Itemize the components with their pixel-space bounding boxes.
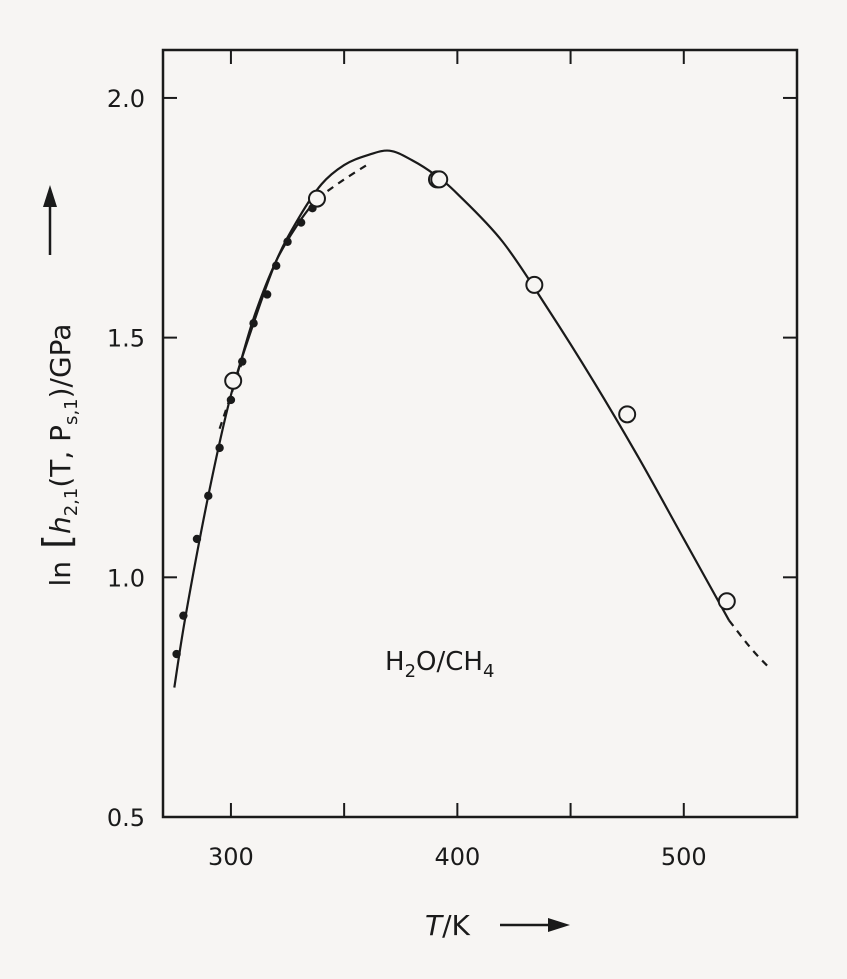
data-point-filled xyxy=(172,649,181,659)
x-tick-label: 300 xyxy=(208,843,254,871)
plot-border xyxy=(161,48,799,819)
tick-labels: 300 400 500 0.5 1.0 1.5 2.0 xyxy=(107,85,707,871)
data-point-filled xyxy=(179,611,188,620)
svg-text:ln [h2,1(T, Ps,1)/GPa: ln [h2,1(T, Ps,1)/GPa xyxy=(35,324,82,587)
y-tick-label: 0.5 xyxy=(107,804,145,832)
x-tick-label: 400 xyxy=(434,843,480,871)
data-point-open xyxy=(717,592,736,611)
dashed-curve xyxy=(316,164,368,200)
data-point-open xyxy=(307,189,326,208)
plot-frame xyxy=(161,48,799,819)
y-tick-label: 2.0 xyxy=(107,85,145,113)
x-tick-label: 500 xyxy=(661,843,707,871)
x-axis-arrow-icon xyxy=(500,918,570,932)
y-tick-label: 1.0 xyxy=(107,564,145,592)
y-tick-label: 1.5 xyxy=(107,325,145,353)
data-point-filled xyxy=(192,534,202,544)
data-point-filled xyxy=(249,319,258,328)
data-point-open xyxy=(430,170,449,189)
data-point-filled xyxy=(215,443,224,453)
data-point-filled xyxy=(283,237,292,246)
annotation-label: H2O/CH4 xyxy=(385,647,494,682)
data-point-filled xyxy=(226,395,236,405)
ticks xyxy=(163,50,797,817)
data-point-filled xyxy=(262,290,272,299)
data-point-filled xyxy=(204,491,213,501)
y-axis-arrow-icon xyxy=(43,185,57,255)
dashed-curve xyxy=(728,619,771,670)
curves xyxy=(173,149,771,688)
markers xyxy=(172,170,736,659)
y-axis-label: ln [h2,1(T, Ps,1)/GPa xyxy=(35,324,82,587)
data-point-filled xyxy=(296,218,306,227)
svg-text:T/K: T/K xyxy=(425,909,471,942)
data-point-open xyxy=(618,405,637,424)
data-point-filled xyxy=(272,261,281,270)
data-point-open xyxy=(525,275,544,294)
data-point-open xyxy=(224,371,243,390)
fitted-curve xyxy=(173,149,731,688)
x-axis-label: T/K xyxy=(425,909,570,942)
fitted-curve xyxy=(234,197,318,382)
data-point-filled xyxy=(238,357,247,366)
